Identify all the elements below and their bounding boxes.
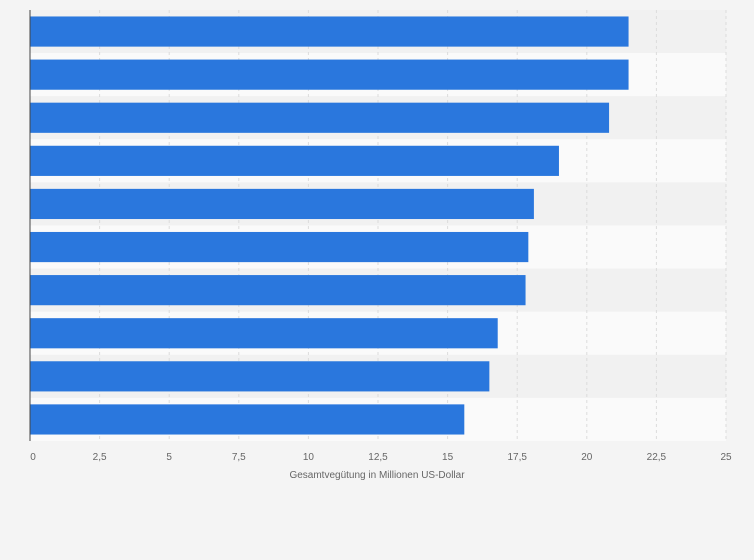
bar <box>30 59 629 90</box>
bar <box>30 16 629 47</box>
x-tick-label: 17,5 <box>507 452 527 463</box>
x-tick-label: 5 <box>166 452 172 463</box>
x-tick-labels: 0 2,5 5 7,5 10 12,5 15 17,5 20 22,5 25 <box>30 452 732 463</box>
bar <box>30 361 490 392</box>
x-tick-label: 20 <box>581 452 593 463</box>
x-tick-label: 12,5 <box>368 452 388 463</box>
bar <box>30 231 529 263</box>
bar <box>30 404 465 435</box>
x-tick-label: 2,5 <box>93 452 107 463</box>
x-axis-title: Gesamtvegütung in Millionen US-Dollar <box>289 470 465 481</box>
x-tick-label: 0 <box>30 452 36 463</box>
x-tick-label: 10 <box>303 452 315 463</box>
bar <box>30 102 610 133</box>
bar <box>30 318 498 349</box>
x-tick-label: 15 <box>442 452 454 463</box>
x-tick-label: 7,5 <box>232 452 246 463</box>
bar <box>30 188 534 220</box>
x-tick-label: 22,5 <box>647 452 667 463</box>
x-tick-label: 25 <box>720 452 732 463</box>
bars <box>30 16 629 435</box>
bar <box>30 145 559 176</box>
bar <box>30 275 526 306</box>
